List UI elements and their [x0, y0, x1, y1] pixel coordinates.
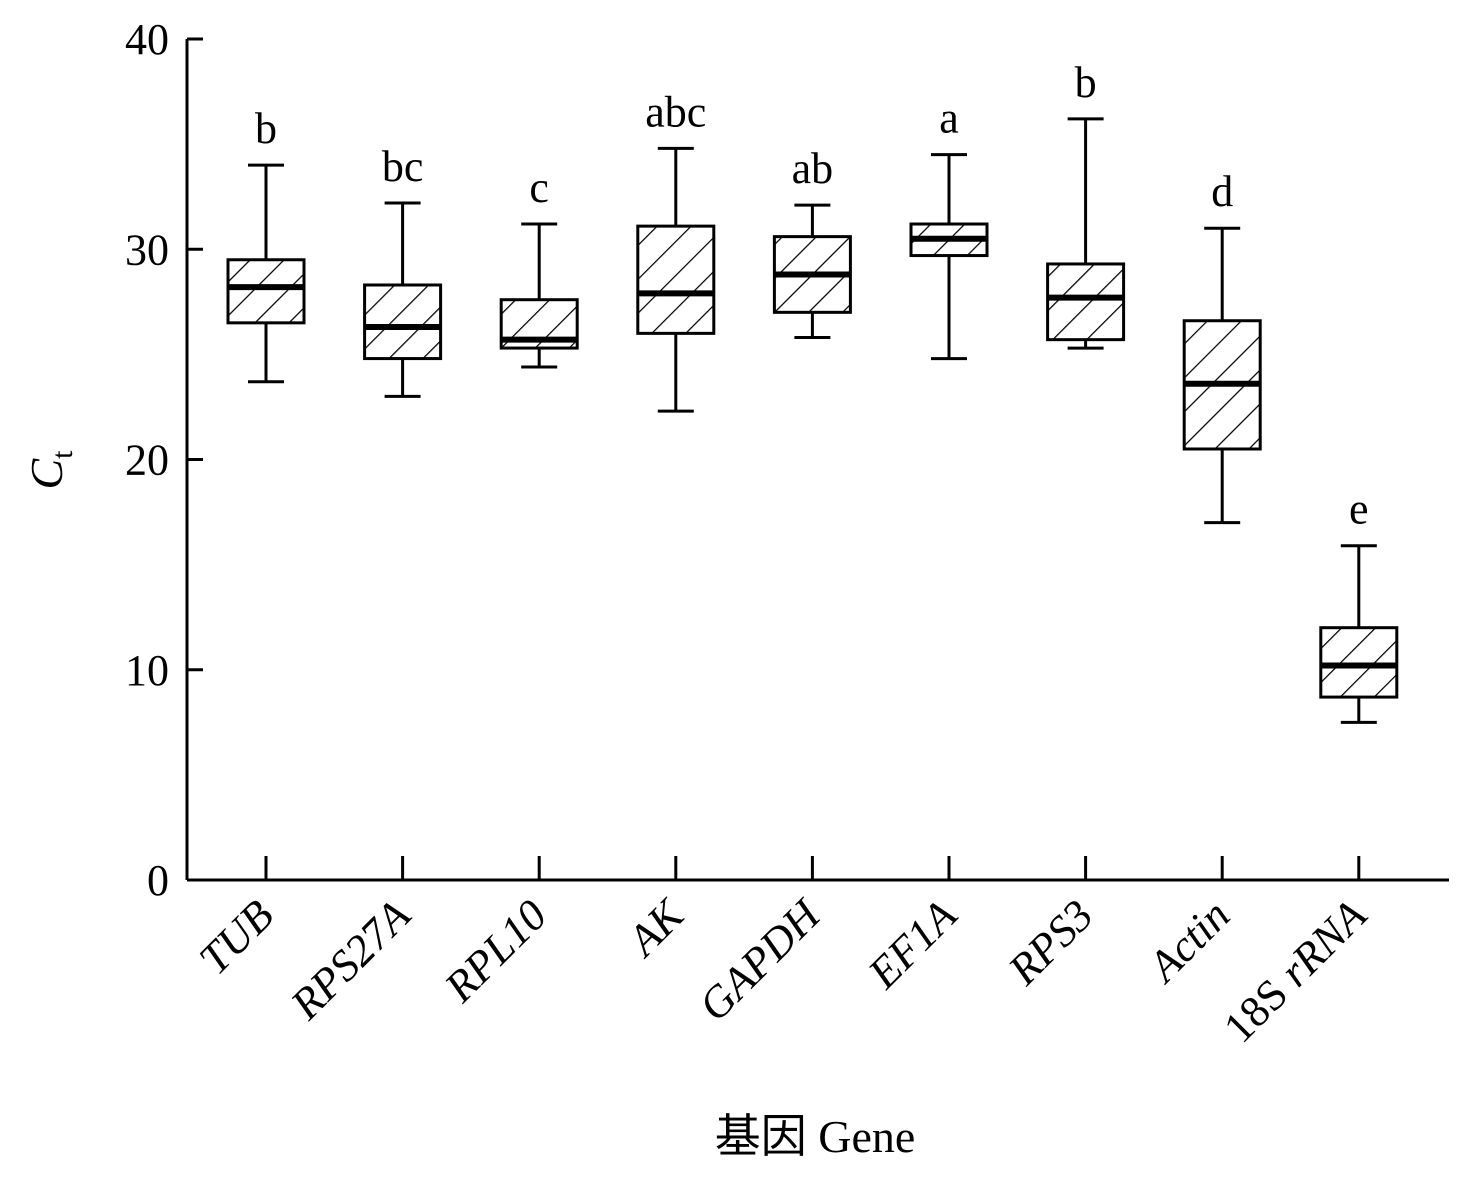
y-tick-label: 10: [125, 646, 169, 695]
x-tick-label-part: Actin: [1137, 890, 1239, 992]
y-axis-title-subscript: t: [46, 450, 79, 459]
significance-label: c: [529, 163, 549, 212]
significance-label: d: [1211, 167, 1233, 216]
x-tick-label: TUB: [190, 890, 283, 983]
y-tick-label: 0: [147, 856, 169, 905]
box-iqr: [226, 258, 306, 325]
significance-label: b: [255, 104, 277, 153]
x-tick-label-part: RPS27A: [281, 890, 421, 1030]
y-tick-label: 30: [125, 225, 169, 274]
x-tick-label: RPS27A: [281, 890, 421, 1030]
x-tick-label: AK: [616, 889, 694, 967]
x-tick-label-part: TUB: [190, 890, 283, 983]
x-tick-label: RPL10: [434, 890, 556, 1012]
significance-label: bc: [382, 142, 424, 191]
significance-label: a: [939, 94, 959, 143]
box-iqr: [636, 224, 716, 335]
significance-label: b: [1075, 58, 1097, 107]
x-tick-label: EF1A: [858, 890, 967, 999]
x-tick-label: 18S rRNA: [1214, 890, 1377, 1053]
x-tick-label: RPS3: [998, 890, 1102, 994]
x-tick-label-part: GAPDH: [689, 889, 831, 1031]
x-tick-label: GAPDH: [689, 889, 831, 1031]
significance-label: e: [1349, 485, 1369, 534]
y-tick-label: 20: [125, 436, 169, 485]
significance-label: ab: [792, 144, 834, 193]
box-iqr: [363, 283, 443, 361]
box-iqr: [1046, 262, 1126, 342]
box-iqr: [1319, 626, 1399, 699]
y-tick-label: 40: [125, 15, 169, 64]
x-tick-label-part: RPS3: [998, 890, 1102, 994]
plot-area: 010203040bTUBbcRPS27AcRPL10abcAKabGAPDHa…: [125, 15, 1449, 1052]
y-axis-title-main: C: [21, 458, 72, 490]
x-tick-label: Actin: [1137, 890, 1239, 992]
significance-label: abc: [645, 87, 706, 136]
y-axis-title: Ct: [21, 450, 79, 490]
x-tick-label-part: RPL10: [434, 890, 556, 1012]
x-tick-label-part: AK: [616, 889, 694, 967]
x-axis-title: 基因 Gene: [715, 1111, 916, 1162]
x-tick-label-part: EF1A: [858, 890, 967, 999]
